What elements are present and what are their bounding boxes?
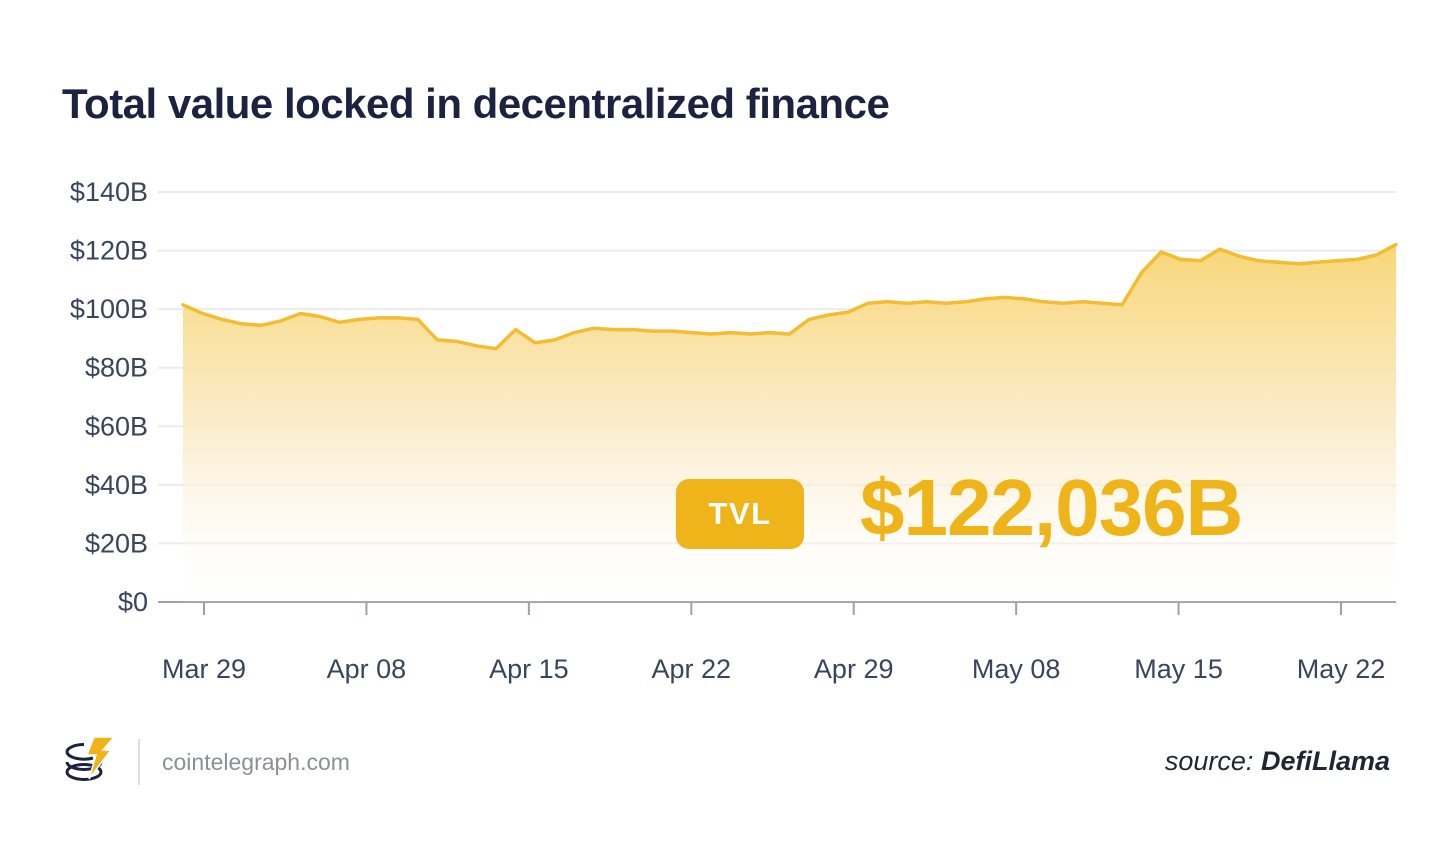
- x-tick-label: Apr 29: [814, 654, 894, 684]
- y-tick-label: $40B: [85, 470, 148, 500]
- x-tick-label: Apr 22: [652, 654, 732, 684]
- y-tick-label: $100B: [70, 294, 148, 324]
- y-tick-label: $140B: [70, 177, 148, 207]
- x-tick-label: May 08: [972, 654, 1061, 684]
- tvl-badge: TVL: [676, 479, 804, 549]
- footer: cointelegraph.com: [60, 733, 350, 791]
- x-tick-label: Mar 29: [162, 654, 246, 684]
- y-tick-label: $20B: [85, 528, 148, 558]
- page-title: Total value locked in decentralized fina…: [62, 80, 890, 128]
- x-tick-label: May 22: [1297, 654, 1386, 684]
- y-tick-label: $120B: [70, 236, 148, 266]
- tvl-current-value: $122,036B: [860, 463, 1243, 552]
- tvl-line: [181, 242, 1398, 351]
- footer-divider: [138, 739, 140, 785]
- tvl-badge-label: TVL: [708, 496, 772, 531]
- y-tick-label: $60B: [85, 411, 148, 441]
- footer-site-text: cointelegraph.com: [162, 748, 350, 775]
- source-attribution: source: DefiLlama: [1165, 746, 1390, 777]
- cointelegraph-logo-icon: [65, 736, 116, 781]
- x-tick-label: Apr 15: [489, 654, 569, 684]
- x-tick-label: Apr 08: [327, 654, 407, 684]
- y-tick-label: $80B: [85, 353, 148, 383]
- source-label: source:: [1164, 746, 1254, 776]
- tvl-area-chart: $0 $20B $40B $60B $80B $100B $120B $140B Mar 29 A…: [70, 177, 1398, 684]
- source-name: DefiLlama: [1260, 746, 1390, 776]
- x-tick-label: May 15: [1134, 654, 1223, 684]
- area-fill: [183, 244, 1396, 602]
- y-tick-label: $0: [118, 587, 148, 617]
